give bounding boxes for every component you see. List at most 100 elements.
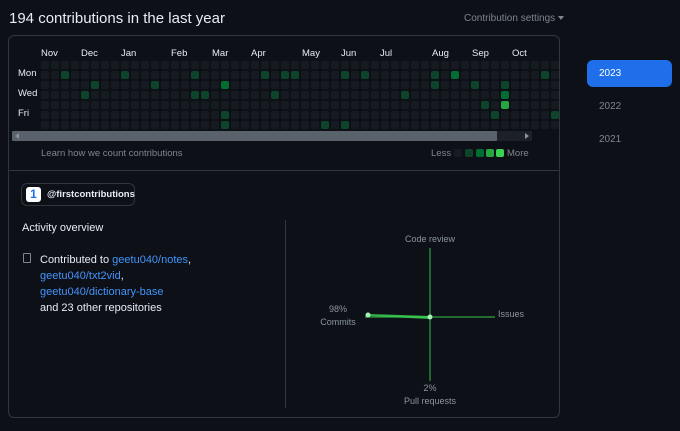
contribution-cell[interactable] — [271, 121, 279, 129]
contribution-cell[interactable] — [481, 91, 489, 99]
contribution-cell[interactable] — [351, 81, 359, 89]
contribution-cell[interactable] — [391, 111, 399, 119]
contribution-cell[interactable] — [481, 101, 489, 109]
contribution-cell[interactable] — [271, 81, 279, 89]
contribution-cell[interactable] — [341, 101, 349, 109]
contribution-cell[interactable] — [81, 71, 89, 79]
contribution-cell[interactable] — [231, 61, 239, 69]
contribution-cell[interactable] — [351, 111, 359, 119]
contribution-cell[interactable] — [311, 121, 319, 129]
contribution-cell[interactable] — [91, 121, 99, 129]
contribution-cell[interactable] — [91, 61, 99, 69]
contribution-cell[interactable] — [281, 71, 289, 79]
contribution-cell[interactable] — [391, 61, 399, 69]
contribution-cell[interactable] — [111, 61, 119, 69]
contribution-cell[interactable] — [141, 81, 149, 89]
contribution-cell[interactable] — [351, 61, 359, 69]
contribution-cell[interactable] — [361, 71, 369, 79]
contribution-cell[interactable] — [111, 111, 119, 119]
contribution-cell[interactable] — [91, 81, 99, 89]
year-2022[interactable]: 2022 — [599, 101, 622, 112]
contribution-cell[interactable] — [81, 111, 89, 119]
contribution-cell[interactable] — [461, 81, 469, 89]
contribution-cell[interactable] — [201, 91, 209, 99]
contribution-cell[interactable] — [41, 81, 49, 89]
contribution-cell[interactable] — [351, 71, 359, 79]
contribution-cell[interactable] — [331, 111, 339, 119]
contribution-cell[interactable] — [551, 81, 559, 89]
contribution-cell[interactable] — [141, 111, 149, 119]
contribution-cell[interactable] — [501, 61, 509, 69]
contribution-cell[interactable] — [321, 121, 329, 129]
contribution-cell[interactable] — [291, 81, 299, 89]
contribution-cell[interactable] — [51, 111, 59, 119]
contribution-cell[interactable] — [381, 101, 389, 109]
contribution-cell[interactable] — [91, 101, 99, 109]
contribution-cell[interactable] — [411, 81, 419, 89]
contribution-cell[interactable] — [371, 111, 379, 119]
contribution-cell[interactable] — [501, 71, 509, 79]
contribution-cell[interactable] — [261, 101, 269, 109]
contribution-cell[interactable] — [181, 81, 189, 89]
contribution-cell[interactable] — [551, 71, 559, 79]
contribution-cell[interactable] — [171, 91, 179, 99]
contribution-cell[interactable] — [441, 81, 449, 89]
contribution-cell[interactable] — [51, 61, 59, 69]
contribution-cell[interactable] — [521, 91, 529, 99]
contribution-cell[interactable] — [421, 91, 429, 99]
contribution-cell[interactable] — [481, 121, 489, 129]
contribution-cell[interactable] — [211, 71, 219, 79]
contribution-cell[interactable] — [211, 91, 219, 99]
contribution-cell[interactable] — [551, 121, 559, 129]
contribution-cell[interactable] — [471, 101, 479, 109]
contribution-cell[interactable] — [441, 61, 449, 69]
contribution-cell[interactable] — [451, 81, 459, 89]
contribution-cell[interactable] — [321, 61, 329, 69]
contribution-cell[interactable] — [151, 81, 159, 89]
contribution-cell[interactable] — [341, 71, 349, 79]
contribution-cell[interactable] — [161, 61, 169, 69]
contribution-cell[interactable] — [231, 91, 239, 99]
contribution-cell[interactable] — [121, 121, 129, 129]
contribution-cell[interactable] — [381, 71, 389, 79]
contribution-cell[interactable] — [131, 61, 139, 69]
contribution-cell[interactable] — [261, 111, 269, 119]
contribution-cell[interactable] — [431, 111, 439, 119]
contribution-cell[interactable] — [501, 81, 509, 89]
contribution-cell[interactable] — [531, 91, 539, 99]
contribution-cell[interactable] — [471, 71, 479, 79]
contribution-cell[interactable] — [361, 61, 369, 69]
contribution-cell[interactable] — [161, 81, 169, 89]
contribution-cell[interactable] — [411, 111, 419, 119]
contribution-cell[interactable] — [81, 61, 89, 69]
contribution-cell[interactable] — [191, 111, 199, 119]
contribution-cell[interactable] — [321, 81, 329, 89]
contribution-cell[interactable] — [431, 91, 439, 99]
contribution-cell[interactable] — [131, 81, 139, 89]
contribution-cell[interactable] — [61, 81, 69, 89]
contribution-cell[interactable] — [161, 71, 169, 79]
contribution-cell[interactable] — [231, 101, 239, 109]
contribution-cell[interactable] — [401, 71, 409, 79]
contribution-cell[interactable] — [441, 111, 449, 119]
contribution-cell[interactable] — [521, 121, 529, 129]
contribution-cell[interactable] — [261, 71, 269, 79]
contribution-cell[interactable] — [191, 71, 199, 79]
contribution-cell[interactable] — [301, 71, 309, 79]
contribution-cell[interactable] — [61, 71, 69, 79]
contribution-cell[interactable] — [421, 111, 429, 119]
contribution-cell[interactable] — [301, 101, 309, 109]
contribution-cell[interactable] — [251, 91, 259, 99]
contribution-cell[interactable] — [101, 121, 109, 129]
contribution-cell[interactable] — [391, 121, 399, 129]
contribution-cell[interactable] — [261, 121, 269, 129]
repo-link-txt2vid[interactable]: geetu040/txt2vid — [40, 270, 121, 282]
year-2023[interactable]: 2023 — [587, 60, 672, 87]
contribution-cell[interactable] — [211, 111, 219, 119]
contribution-cell[interactable] — [371, 81, 379, 89]
contribution-cell[interactable] — [481, 61, 489, 69]
contribution-cell[interactable] — [431, 81, 439, 89]
contribution-cell[interactable] — [131, 121, 139, 129]
contribution-cell[interactable] — [181, 111, 189, 119]
contribution-cell[interactable] — [191, 91, 199, 99]
